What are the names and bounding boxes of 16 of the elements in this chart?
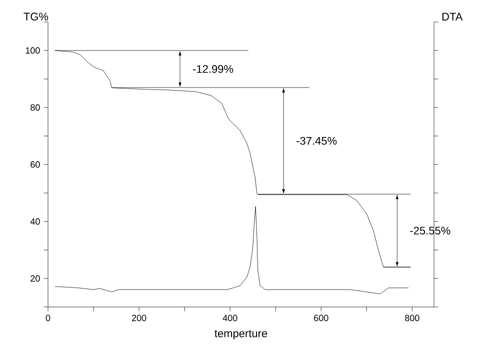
- x-axis-title: temperture: [214, 330, 268, 340]
- y-tick-label: 40: [30, 218, 40, 225]
- annotation: -25.55%: [410, 226, 450, 235]
- y-tick-label: 20: [30, 275, 40, 282]
- y-tick-label: 60: [30, 161, 40, 168]
- x-tick-label: 200: [132, 314, 146, 322]
- annotation: -12.99%: [193, 65, 234, 73]
- y-axis-title: TG%: [24, 12, 48, 20]
- x-tick-label: 0: [46, 314, 50, 322]
- x-tick-label: 400: [222, 314, 238, 322]
- y-tick-label: 80: [30, 104, 40, 111]
- x-tick-label: 800: [405, 314, 420, 322]
- annotation: -37.45%: [296, 136, 337, 145]
- y2-axis-title: DTA: [442, 12, 463, 20]
- x-tick-label: 600: [314, 314, 328, 322]
- y-tick-label: 100: [26, 47, 40, 54]
